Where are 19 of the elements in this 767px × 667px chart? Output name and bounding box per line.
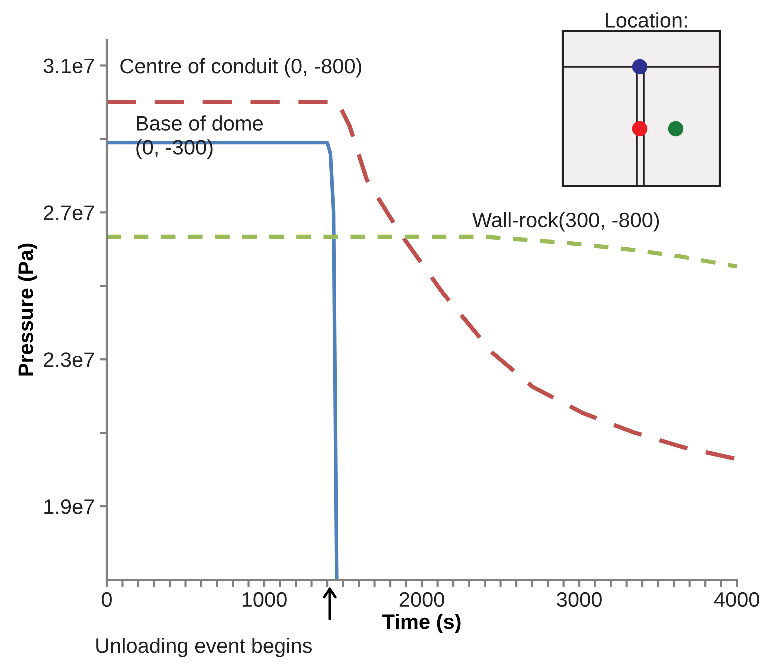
y-tick-label: 2.7e7 bbox=[44, 206, 94, 220]
line-series bbox=[106, 100, 738, 462]
text: Location: bbox=[606, 12, 687, 28]
y-tick-label: 1.9e7 bbox=[44, 500, 94, 514]
y-tick-label: 3.1e7 bbox=[44, 58, 94, 74]
x-tick-label: 3000 bbox=[557, 592, 602, 608]
series-label: Base of dome (0, -300) bbox=[136, 116, 263, 159]
text: Unloading event begins bbox=[96, 638, 312, 658]
line-series bbox=[106, 234, 738, 269]
x-tick-label: 0 bbox=[102, 592, 112, 608]
x-tick-label: 4000 bbox=[714, 592, 760, 608]
x-tick-label: 2000 bbox=[400, 592, 444, 608]
series-label: Centre of conduit (0, -800) bbox=[120, 58, 362, 78]
line-series bbox=[106, 141, 339, 580]
y-tick-label: 2.3e7 bbox=[44, 352, 94, 368]
x-axis-title: Time (s) bbox=[382, 614, 461, 634]
x-tick-label: 1000 bbox=[242, 592, 287, 608]
series-label: Wall-rock(300, -800) bbox=[472, 212, 660, 232]
y-axis-title: Pressure (Pa) bbox=[18, 244, 38, 376]
